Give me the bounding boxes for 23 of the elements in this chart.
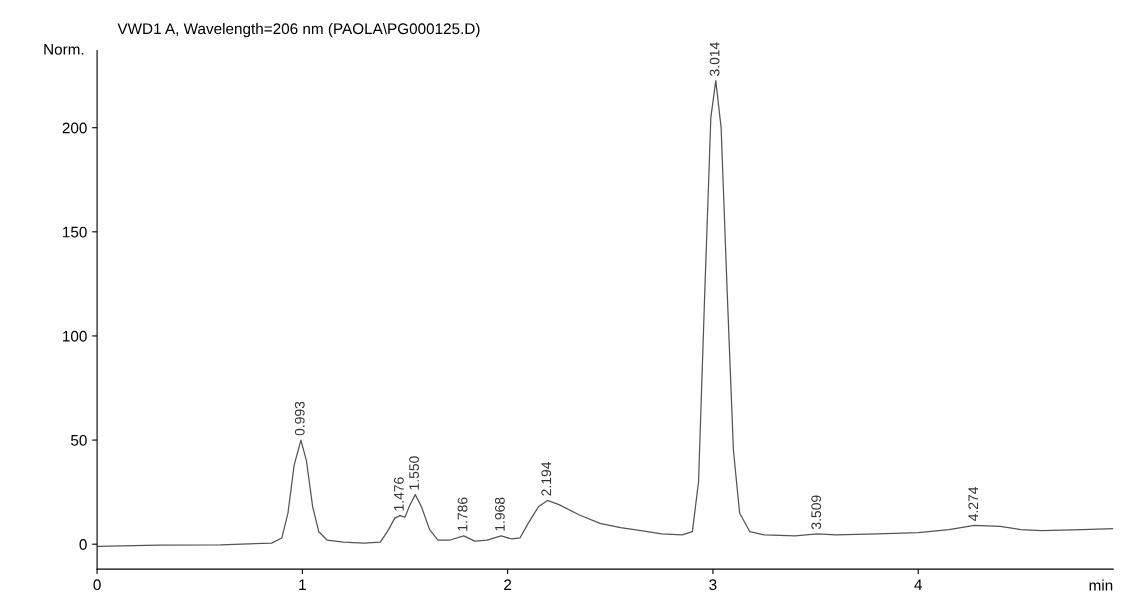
annotation: 3.509 <box>811 495 822 530</box>
chart-title: VWD1 A, Wavelength=206 nm (PAOLA\PG000125.D) <box>117 22 480 38</box>
annotation: 4.274 <box>968 486 979 521</box>
x-tick-label: 3 <box>709 579 717 591</box>
x-axis-title: min <box>1089 579 1113 591</box>
annotation: 1.786 <box>457 497 468 531</box>
y-axis-title: Norm. <box>44 44 84 55</box>
annotation: 0.993 <box>294 401 305 436</box>
annotation: 1.476 <box>393 477 404 511</box>
x-tick-label: 0 <box>93 579 101 591</box>
annotation: 2.194 <box>541 461 552 496</box>
x-tick-label: 2 <box>504 579 512 590</box>
line-series <box>97 80 1114 547</box>
y-tick-label: 200 <box>62 122 87 134</box>
x-tick-label: 4 <box>914 579 922 590</box>
annotation: 1.968 <box>494 497 505 531</box>
annotation: 3.014 <box>709 42 720 76</box>
y-tick-label: 0 <box>79 539 87 550</box>
annotation: 1.550 <box>409 456 419 490</box>
y-tick-label: 150 <box>63 226 87 238</box>
y-tick-label: 50 <box>70 434 87 446</box>
x-tick-label: 1 <box>299 579 306 590</box>
y-tick-label: 100 <box>63 330 87 342</box>
